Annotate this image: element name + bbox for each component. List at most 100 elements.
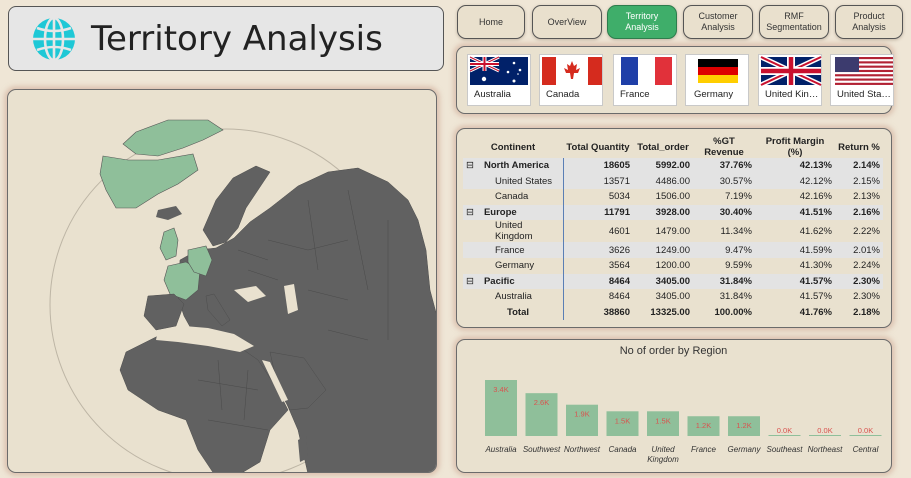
bar-southeast[interactable] bbox=[768, 435, 801, 436]
bar-france[interactable] bbox=[687, 416, 720, 436]
matrix-group-row[interactable]: ⊟ Europe 11791 3928.00 30.40% 41.51% 2.16% bbox=[463, 204, 883, 221]
cell-total-order: 1249.00 bbox=[655, 244, 690, 256]
matrix-child-row[interactable]: United Kingdom 4601 1479.00 11.34% 41.62% 2.2… bbox=[463, 220, 883, 243]
cell-total-quantity: 11791 bbox=[604, 207, 630, 219]
cell-total-order: 5992.00 bbox=[655, 160, 690, 172]
matrix-child-row[interactable]: France 3626 1249.00 9.47% 41.59% 2.01% bbox=[463, 242, 883, 258]
cell-profit-margin-: 42.13% bbox=[799, 160, 832, 172]
flag-label-united-states: United States bbox=[837, 89, 893, 100]
col-total-order[interactable]: Total_order bbox=[637, 141, 689, 153]
flag-filter-germany[interactable]: Germany bbox=[685, 54, 749, 106]
cell-total-order: 1200.00 bbox=[655, 260, 690, 272]
italy-shape bbox=[205, 293, 231, 327]
france-flag-icon bbox=[621, 57, 672, 85]
territory-matrix: Continent Total Quantity Total_order %GT… bbox=[463, 136, 883, 321]
collapse-icon[interactable]: ⊟ bbox=[466, 160, 474, 172]
title-box: Territory Analysis bbox=[8, 6, 444, 71]
madagascar-shape bbox=[298, 436, 308, 462]
matrix-child-row[interactable]: Australia 8464 3405.00 31.84% 41.57% 2.30% bbox=[463, 289, 883, 305]
cell--gt-revenue: 37.76% bbox=[719, 160, 752, 172]
nav-home-button[interactable]: Home bbox=[457, 5, 525, 39]
cell-total-order: 1479.00 bbox=[655, 225, 690, 237]
bar-central[interactable] bbox=[849, 435, 882, 436]
col-return-pct[interactable]: Return % bbox=[838, 141, 880, 153]
row-label-text: Pacific bbox=[483, 275, 515, 287]
cell-total-quantity: 38860 bbox=[603, 307, 630, 319]
row-label: United States bbox=[463, 173, 564, 190]
x-axis-tick-label: Central bbox=[853, 445, 879, 454]
flag-label-united-kingdom: United Kingdom bbox=[765, 89, 821, 100]
bar-data-label: 0.0K bbox=[858, 426, 873, 435]
nav-rmf-segmentation-button[interactable]: RMF Segmentation bbox=[759, 5, 829, 39]
flag-label-australia: Australia bbox=[474, 89, 511, 100]
matrix-child-row[interactable]: Canada 5034 1506.00 7.19% 42.16% 2.13% bbox=[463, 189, 883, 205]
row-label: ⊟ Europe bbox=[463, 204, 564, 221]
chart-title: No of order by Region bbox=[619, 345, 728, 357]
cell-return-: 2.13% bbox=[853, 191, 880, 203]
bar-australia[interactable] bbox=[485, 380, 517, 436]
col-total-quantity[interactable]: Total Quantity bbox=[566, 141, 630, 153]
canada-flag-icon bbox=[542, 57, 602, 85]
matrix-total-row[interactable]: Total 38860 13325.00 100.00% 41.76% 2.18% bbox=[463, 304, 883, 321]
nav-overview-button[interactable]: OverView bbox=[532, 5, 602, 39]
country-borders bbox=[197, 189, 389, 431]
nav-territory-analysis-button[interactable]: Territory Analysis bbox=[607, 5, 677, 39]
row-label-text: United States bbox=[495, 175, 553, 187]
cell-total-order: 3928.00 bbox=[655, 207, 690, 219]
cell-return-: 2.24% bbox=[853, 260, 880, 272]
col-gt-revenue[interactable]: %GT Revenue bbox=[704, 136, 744, 158]
cell-profit-margin-: 41.57% bbox=[799, 275, 832, 287]
x-axis-tick-label: Southwest bbox=[523, 445, 561, 454]
matrix-group-row[interactable]: ⊟ North America 18605 5992.00 37.76% 42.13% 2.… bbox=[463, 158, 883, 174]
flag-label-france: France bbox=[620, 89, 650, 100]
matrix-child-row[interactable]: United States 13571 4486.00 30.57% 42.12% 2.1… bbox=[463, 173, 883, 190]
flag-filter-canada[interactable]: Canada bbox=[539, 54, 603, 106]
row-label-text: Canada bbox=[495, 191, 529, 203]
row-label-text: Europe bbox=[483, 207, 517, 219]
row-label: United Kingdom bbox=[463, 220, 564, 243]
bar-germany[interactable] bbox=[728, 416, 760, 436]
cell-profit-margin-: 41.59% bbox=[799, 244, 832, 256]
cell--gt-revenue: 7.19% bbox=[725, 191, 752, 203]
x-axis-tick-label: United bbox=[651, 445, 675, 454]
globe-icon bbox=[33, 16, 75, 61]
nav-customer-analysis-button[interactable]: Customer Analysis bbox=[683, 5, 753, 39]
collapse-icon[interactable]: ⊟ bbox=[466, 275, 474, 287]
cell-return-: 2.16% bbox=[853, 207, 880, 219]
row-label-text: North America bbox=[483, 160, 550, 172]
flag-filter-france[interactable]: France bbox=[613, 54, 677, 106]
matrix-child-row[interactable]: Germany 3564 1200.00 9.59% 41.30% 2.24% bbox=[463, 257, 883, 274]
cell-total-order: 13325.00 bbox=[650, 307, 690, 319]
bar-northeast[interactable] bbox=[809, 435, 841, 436]
flag-filter-australia[interactable]: Australia bbox=[467, 54, 531, 106]
cell-return-: 2.01% bbox=[853, 244, 880, 256]
collapse-icon[interactable]: ⊟ bbox=[466, 207, 474, 219]
matrix-header-row: Continent Total Quantity Total_order %GT… bbox=[463, 136, 883, 158]
cell-total-order: 3405.00 bbox=[655, 275, 690, 287]
cell-profit-margin-: 41.76% bbox=[799, 307, 832, 319]
flag-filter-united-kingdom[interactable]: United Kingdom bbox=[758, 54, 823, 106]
matrix-group-row[interactable]: ⊟ Pacific 8464 3405.00 31.84% 41.57% 2.30% bbox=[463, 273, 883, 290]
row-label: France bbox=[463, 242, 564, 258]
bar-southwest[interactable] bbox=[525, 393, 558, 436]
world-map[interactable] bbox=[8, 90, 437, 473]
bar-canada[interactable] bbox=[606, 411, 639, 436]
bar-united-kingdom[interactable] bbox=[647, 411, 679, 436]
bar-chart: 3.4K Australia 2.6K Southwest 1.9K Northwest 1… bbox=[484, 380, 882, 464]
germany-shape bbox=[187, 245, 213, 277]
bar-northwest[interactable] bbox=[566, 404, 598, 436]
map-panel bbox=[7, 89, 437, 473]
x-axis-tick-label: Germany bbox=[728, 445, 762, 454]
bar-data-label: 0.0K bbox=[817, 426, 832, 435]
cell-total-quantity: 8464 bbox=[608, 291, 630, 303]
row-label: Australia bbox=[463, 289, 564, 305]
nav-product-analysis-button[interactable]: Product Analysis bbox=[835, 5, 903, 39]
col-continent[interactable]: Continent bbox=[490, 141, 536, 153]
cell--gt-revenue: 9.47% bbox=[725, 244, 752, 256]
flag-filter-united-states[interactable]: United States bbox=[830, 54, 894, 106]
bar-data-label: 0.0K bbox=[777, 426, 792, 435]
black-sea-shape bbox=[234, 286, 266, 302]
france-shape bbox=[163, 261, 201, 301]
col-profit-margin[interactable]: Profit Margin (%) bbox=[765, 136, 825, 158]
cell-total-order: 1506.00 bbox=[655, 191, 690, 203]
